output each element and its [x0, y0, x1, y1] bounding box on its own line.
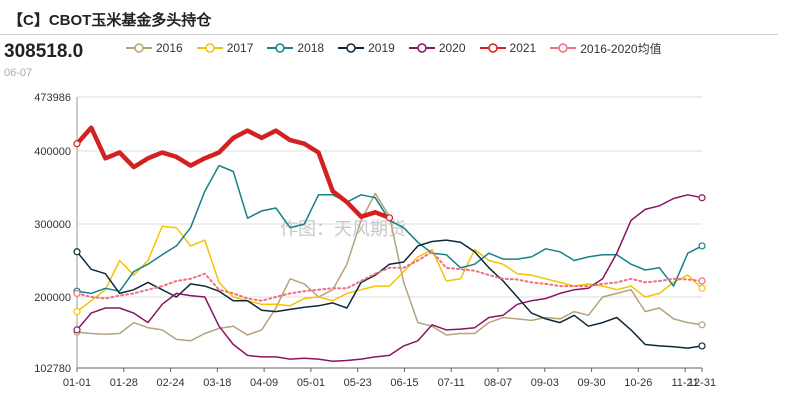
series-marker	[698, 284, 706, 292]
legend-label: 2019	[368, 41, 395, 55]
chart-title: 【C】CBOT玉米基金多头持仓	[8, 12, 212, 29]
x-tick-label: 08-07	[484, 377, 512, 389]
y-tick-label: 473986	[34, 92, 71, 104]
y-tick-label: 300000	[34, 219, 71, 231]
series-marker	[385, 214, 394, 222]
y-tick-label: 400000	[34, 146, 71, 158]
legend-label: 2016	[156, 41, 183, 55]
series-marker	[73, 308, 81, 316]
x-tick-label: 11-21	[671, 377, 698, 389]
series-marker	[698, 242, 706, 250]
y-tick-label: 200000	[34, 292, 71, 304]
x-tick-label: 04-09	[250, 377, 278, 389]
series-marker	[698, 342, 706, 350]
legend-line-circle-icon	[196, 43, 223, 53]
x-tick-label: 09-30	[577, 377, 605, 389]
legend-line-circle-icon	[338, 43, 365, 53]
x-tick-label: 03-18	[203, 377, 231, 389]
series-marker	[698, 194, 706, 202]
legend-line-circle-icon	[126, 43, 152, 53]
legend-item-2016-2020均值[interactable]: 2016-2020均值	[550, 40, 662, 57]
x-tick-label: 01-28	[110, 377, 138, 389]
x-tick-label: 02-24	[156, 377, 184, 389]
y-tick-label: 102780	[34, 363, 71, 375]
x-tick-label: 10-26	[624, 377, 652, 389]
legend-label: 2020	[438, 41, 466, 55]
legend-item-2016[interactable]: 2016	[126, 41, 183, 55]
legend-label: 2017	[226, 41, 254, 55]
series-marker	[73, 326, 81, 334]
series-line-2019	[76, 239, 703, 349]
series-marker	[73, 140, 81, 148]
legend-item-2020[interactable]: 2020	[408, 41, 466, 55]
current-value: 308518.0	[4, 41, 84, 62]
series-marker	[73, 289, 81, 297]
x-tick-label: 01-01	[63, 377, 91, 389]
x-tick-label: 09-03	[531, 377, 559, 389]
chart-legend: 2016 2017 2018 2019 2020 2021 2016-2020均值	[126, 39, 676, 57]
series-line-2016-2020均值	[76, 250, 703, 302]
legend-item-2019[interactable]: 2019	[338, 41, 395, 55]
legend-label: 2021	[509, 41, 537, 55]
series-line-2021	[74, 125, 392, 221]
x-tick-label: 07-11	[438, 377, 465, 389]
series-line-2020	[76, 194, 703, 363]
header-divider	[0, 34, 778, 35]
legend-item-2018[interactable]: 2018	[267, 41, 324, 55]
legend-item-2017[interactable]: 2017	[196, 41, 254, 55]
legend-line-circle-icon	[267, 43, 294, 53]
x-tick-label: 12-31	[688, 377, 716, 389]
x-tick-label: 05-23	[344, 377, 372, 389]
series-marker	[698, 277, 706, 285]
legend-item-2021[interactable]: 2021	[479, 41, 537, 55]
current-date: 06-07	[4, 67, 33, 79]
x-tick-label: 05-01	[297, 377, 325, 389]
series-marker	[73, 248, 81, 256]
x-tick-label: 06-15	[390, 377, 418, 389]
watermark: 作图：天风期货	[280, 219, 406, 240]
legend-label: 2018	[297, 41, 325, 55]
legend-line-circle-icon	[550, 43, 577, 53]
legend-label: 2016-2020均值	[580, 41, 662, 56]
legend-line-circle-icon	[408, 43, 435, 53]
legend-line-circle-icon	[479, 43, 506, 53]
series-marker	[698, 321, 706, 329]
